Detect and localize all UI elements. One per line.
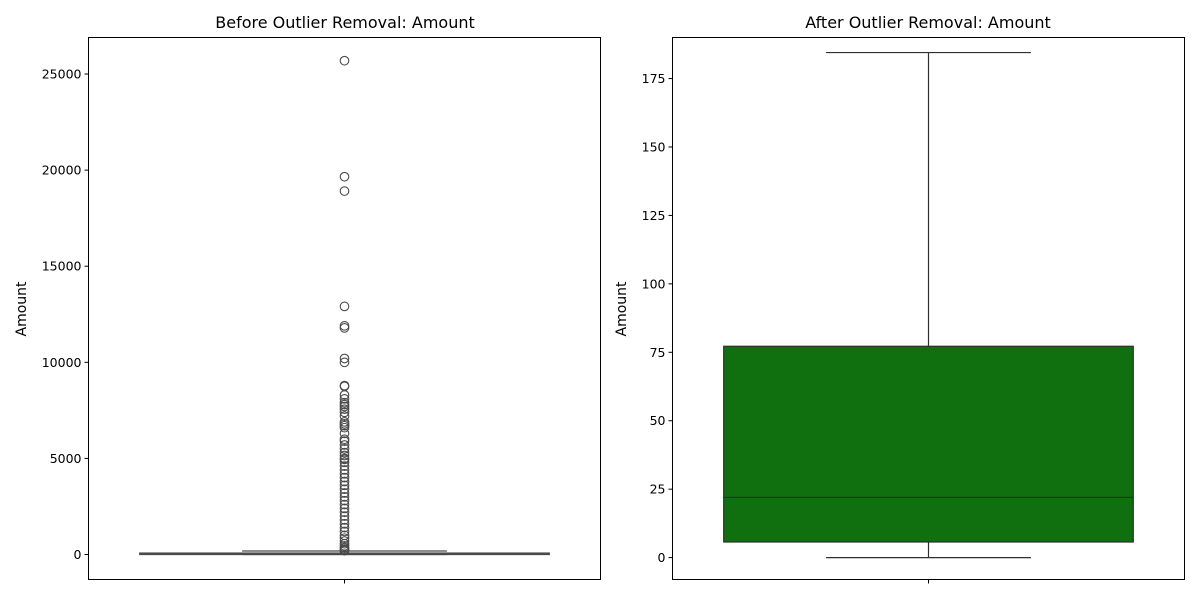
- outlier-point: [339, 440, 350, 450]
- y-tick-label: 100: [642, 276, 666, 291]
- outlier-point: [339, 503, 350, 514]
- y-tick-label: 0: [74, 547, 82, 562]
- outlier-point: [339, 476, 350, 487]
- outlier-point: [339, 511, 350, 521]
- outlier-point: [339, 492, 350, 502]
- outlier-point: [339, 55, 350, 66]
- y-tick-label: 5000: [50, 451, 82, 466]
- iqr-box: [723, 345, 1134, 543]
- y-axis-ticks: 0 5000 10000 15000 20000 25000: [42, 67, 89, 562]
- y-axis-label: Amount: [14, 281, 30, 337]
- outlier-point: [339, 436, 350, 446]
- outlier-point: [339, 461, 350, 471]
- box-plot: [139, 55, 550, 556]
- outlier-point: [339, 488, 350, 498]
- y-tick-label: 50: [650, 413, 666, 428]
- outlier-point: [339, 515, 350, 525]
- outlier-point: [339, 422, 350, 433]
- outlier-point: [339, 526, 350, 537]
- outlier-point: [339, 320, 350, 331]
- after-outlier-removal-chart: After Outlier Removal: Amount Amount 0 25…: [614, 13, 1185, 584]
- outlier-point: [339, 443, 350, 454]
- y-tick-label: 75: [650, 345, 666, 360]
- outlier-point: [339, 499, 350, 510]
- outlier-point: [339, 186, 350, 196]
- outlier-point: [339, 390, 350, 400]
- outlier-point: [339, 393, 350, 404]
- outlier-point: [339, 323, 350, 333]
- outlier-point: [339, 450, 350, 461]
- outlier-point: [339, 545, 350, 556]
- y-tick-label: 15000: [42, 259, 82, 274]
- outlier-point: [339, 454, 350, 465]
- outlier-point: [339, 518, 350, 529]
- outlier-point: [339, 480, 350, 491]
- y-tick-label: 0: [658, 550, 666, 565]
- y-axis-label: Amount: [614, 281, 630, 337]
- outlier-point: [339, 472, 350, 483]
- outlier-point: [339, 411, 350, 421]
- outlier-point: [339, 465, 350, 475]
- outlier-point: [339, 404, 350, 415]
- chart-title: Before Outlier Removal: Amount: [215, 13, 475, 32]
- outlier-point: [339, 353, 350, 364]
- outlier-point: [339, 468, 350, 479]
- outlier-point: [339, 495, 350, 506]
- y-tick-label: 20000: [42, 163, 82, 178]
- chart-title: After Outlier Removal: Amount: [805, 13, 1051, 32]
- outlier-point: [339, 447, 350, 458]
- before-outlier-removal-chart: Before Outlier Removal: Amount Amount 0 5…: [14, 13, 601, 584]
- outlier-point: [339, 171, 350, 182]
- outlier-point: [339, 484, 350, 495]
- y-tick-label: 125: [642, 208, 666, 223]
- outlier-point: [339, 522, 350, 533]
- outlier-point: [339, 507, 350, 518]
- y-tick-label: 25: [650, 482, 666, 497]
- outlier-point: [339, 401, 350, 412]
- outlier-point: [339, 407, 350, 418]
- outlier-point: [339, 457, 350, 468]
- outlier-point: [339, 533, 350, 544]
- outlier-point: [339, 357, 350, 368]
- outlier-point: [339, 428, 350, 439]
- plot-frame: [88, 37, 601, 580]
- y-tick-label: 175: [642, 71, 666, 86]
- outlier-point: [339, 301, 350, 312]
- y-tick-label: 150: [642, 139, 666, 154]
- y-tick-label: 10000: [42, 355, 82, 370]
- y-axis-ticks: 0 25 50 75 100 125 150 175: [642, 71, 673, 565]
- y-tick-label: 25000: [42, 67, 82, 82]
- box-plot: [723, 51, 1134, 559]
